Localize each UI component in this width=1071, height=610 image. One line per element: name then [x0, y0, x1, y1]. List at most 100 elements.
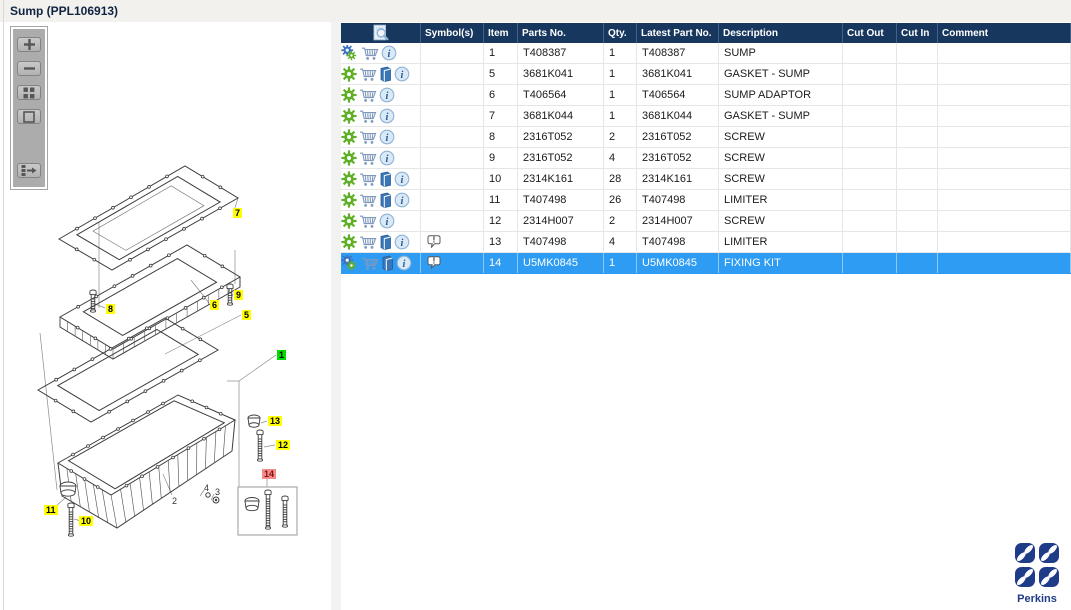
cell-qty[interactable]: 2	[604, 127, 637, 147]
cell-cut_out[interactable]	[843, 232, 897, 252]
cell-cut_in[interactable]	[897, 127, 938, 147]
info-icon[interactable]: i	[379, 150, 395, 166]
cell-cut_out[interactable]	[843, 85, 897, 105]
table-row-item-12[interactable]: i 12 2314H007 2 2314H007 SCREW	[341, 211, 1071, 232]
cell-parts_no[interactable]: 2316T052	[518, 148, 604, 168]
cell-item[interactable]: 12	[484, 211, 518, 231]
diagram-callout-9[interactable]: 9	[234, 290, 244, 300]
cell-parts_no[interactable]: 2316T052	[518, 127, 604, 147]
cell-comment[interactable]	[938, 253, 1071, 273]
add-to-cart-icon[interactable]	[359, 214, 377, 229]
cell-item[interactable]: 11	[484, 190, 518, 210]
cell-cut_out[interactable]	[843, 211, 897, 231]
cell-cut_out[interactable]	[843, 64, 897, 84]
cell-description[interactable]: GASKET - SUMP	[719, 106, 843, 126]
cell-latest_part_no[interactable]: 3681K044	[637, 106, 719, 126]
cell-cut_in[interactable]	[897, 64, 938, 84]
catalog-book-icon[interactable]	[379, 234, 392, 250]
edit-gear-icon[interactable]	[341, 66, 357, 82]
edit-gear-icon[interactable]	[341, 150, 357, 166]
add-to-cart-icon[interactable]	[359, 193, 377, 208]
edit-gear-icon[interactable]	[341, 234, 357, 250]
cell-cut_in[interactable]	[897, 232, 938, 252]
cell-cut_out[interactable]	[843, 253, 897, 273]
cell-description[interactable]: FIXING KIT	[719, 253, 843, 273]
add-to-cart-icon[interactable]	[359, 151, 377, 166]
cell-item[interactable]: 9	[484, 148, 518, 168]
cell-latest_part_no[interactable]: 2314K161	[637, 169, 719, 189]
add-to-cart-icon[interactable]	[359, 130, 377, 145]
cell-comment[interactable]	[938, 85, 1071, 105]
add-to-cart-icon[interactable]	[361, 46, 379, 61]
cell-qty[interactable]: 4	[604, 232, 637, 252]
cell-cut_in[interactable]	[897, 211, 938, 231]
cell-cut_out[interactable]	[843, 190, 897, 210]
info-icon[interactable]: i	[379, 129, 395, 145]
cell-qty[interactable]: 28	[604, 169, 637, 189]
table-row-item-11[interactable]: i 11 T407498 26 T407498 LIMITER	[341, 190, 1071, 211]
edit-gear-icon[interactable]	[341, 108, 357, 124]
cell-description[interactable]: SUMP	[719, 43, 843, 63]
catalog-book-icon[interactable]	[379, 171, 392, 187]
add-to-cart-icon[interactable]	[361, 256, 379, 271]
table-row-item-1[interactable]: i 1 T408387 1 T408387 SUMP	[341, 43, 1071, 64]
cell-description[interactable]: SCREW	[719, 127, 843, 147]
cell-cut_out[interactable]	[843, 169, 897, 189]
cell-cut_out[interactable]	[843, 148, 897, 168]
table-row-item-14[interactable]: i ! 14 U5MK0845 1 U5MK0845 FIXING KIT	[341, 253, 1071, 274]
cell-qty[interactable]: 1	[604, 106, 637, 126]
info-icon[interactable]: i	[394, 192, 410, 208]
edit-gear-icon[interactable]	[341, 213, 357, 229]
cell-latest_part_no[interactable]: 3681K041	[637, 64, 719, 84]
cell-latest_part_no[interactable]: T406564	[637, 85, 719, 105]
catalog-book-icon[interactable]	[381, 255, 394, 271]
cell-item[interactable]: 1	[484, 43, 518, 63]
cell-comment[interactable]	[938, 190, 1071, 210]
cell-item[interactable]: 10	[484, 169, 518, 189]
cell-comment[interactable]	[938, 127, 1071, 147]
info-icon[interactable]: i	[379, 213, 395, 229]
cell-comment[interactable]	[938, 169, 1071, 189]
cell-parts_no[interactable]: T408387	[518, 43, 604, 63]
cell-qty[interactable]: 2	[604, 211, 637, 231]
kit-gears-icon[interactable]	[341, 255, 359, 271]
cell-parts_no[interactable]: 3681K041	[518, 64, 604, 84]
toggle-table-panel-button[interactable]	[17, 163, 41, 178]
add-to-cart-icon[interactable]	[359, 109, 377, 124]
add-to-cart-icon[interactable]	[359, 88, 377, 103]
cell-cut_out[interactable]	[843, 127, 897, 147]
cell-latest_part_no[interactable]: 2314H007	[637, 211, 719, 231]
cell-comment[interactable]	[938, 43, 1071, 63]
cell-cut_out[interactable]	[843, 43, 897, 63]
info-icon[interactable]: i	[394, 171, 410, 187]
edit-gear-icon[interactable]	[341, 87, 357, 103]
cell-comment[interactable]	[938, 64, 1071, 84]
cell-description[interactable]: SUMP ADAPTOR	[719, 85, 843, 105]
cell-comment[interactable]	[938, 232, 1071, 252]
diagram-callout-12[interactable]: 12	[276, 440, 291, 450]
cell-description[interactable]: LIMITER	[719, 232, 843, 252]
cell-comment[interactable]	[938, 106, 1071, 126]
zoom-fit-button[interactable]	[17, 109, 41, 124]
add-to-cart-icon[interactable]	[359, 235, 377, 250]
cell-latest_part_no[interactable]: U5MK0845	[637, 253, 719, 273]
diagram-callout-11[interactable]: 11	[44, 505, 58, 515]
cell-parts_no[interactable]: U5MK0845	[518, 253, 604, 273]
diagram-callout-7[interactable]: 7	[233, 208, 243, 218]
cell-cut_out[interactable]	[843, 106, 897, 126]
table-row-item-9[interactable]: i 9 2316T052 4 2316T052 SCREW	[341, 148, 1071, 169]
cell-cut_in[interactable]	[897, 148, 938, 168]
info-icon[interactable]: i	[396, 255, 412, 271]
cell-comment[interactable]	[938, 148, 1071, 168]
cell-item[interactable]: 8	[484, 127, 518, 147]
cell-qty[interactable]: 1	[604, 43, 637, 63]
cell-parts_no[interactable]: 3681K044	[518, 106, 604, 126]
table-row-item-5[interactable]: i 5 3681K041 1 3681K041 GASKET - SUMP	[341, 64, 1071, 85]
cell-description[interactable]: SCREW	[719, 148, 843, 168]
diagram-callout-14[interactable]: 14	[262, 469, 277, 479]
cell-qty[interactable]: 4	[604, 148, 637, 168]
cell-description[interactable]: LIMITER	[719, 190, 843, 210]
cell-item[interactable]: 6	[484, 85, 518, 105]
cell-description[interactable]: SCREW	[719, 211, 843, 231]
table-row-item-7[interactable]: i 7 3681K044 1 3681K044 GASKET - SUMP	[341, 106, 1071, 127]
